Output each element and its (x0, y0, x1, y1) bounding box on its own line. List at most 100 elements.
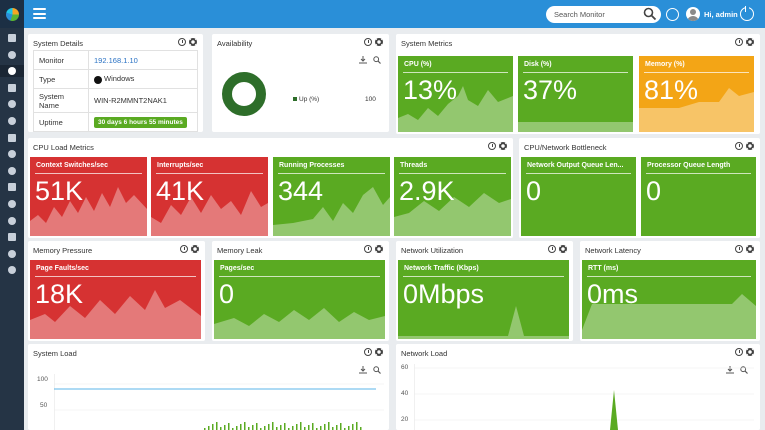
clock-icon[interactable] (735, 245, 743, 253)
clock-icon[interactable] (364, 38, 372, 46)
clock-icon[interactable] (364, 245, 372, 253)
gear-icon[interactable] (499, 142, 507, 150)
search-icon[interactable] (497, 162, 505, 170)
gear-icon[interactable] (375, 348, 383, 356)
search-icon[interactable] (555, 265, 563, 273)
detail-key: Monitor (33, 50, 89, 70)
gear-icon[interactable] (559, 245, 567, 253)
clock-icon[interactable] (178, 38, 186, 46)
tile-value: 18K (35, 279, 84, 309)
y-tick-label: 20 (401, 416, 409, 423)
context-switches-tile[interactable]: Context Switches/sec 51K (30, 157, 147, 236)
sparkline-chart (398, 86, 513, 132)
calendar-icon[interactable] (6, 215, 18, 227)
clock-icon[interactable] (364, 348, 372, 356)
gear-icon[interactable] (746, 245, 754, 253)
tile-value: 2.9K (399, 176, 455, 206)
cubes-icon[interactable] (6, 132, 18, 144)
pages-sec-tile[interactable]: Pages/sec 0 (214, 260, 385, 339)
avatar[interactable] (686, 7, 700, 21)
menu-toggle-button[interactable] (33, 8, 46, 19)
system-load-panel: System Load 100 50 (28, 344, 389, 430)
gear-icon[interactable] (189, 38, 197, 46)
zoom-icon[interactable] (373, 366, 381, 374)
network-output-queue-tile[interactable]: Network Output Queue Len... 0 (521, 157, 636, 236)
search-icon[interactable] (376, 162, 384, 170)
zoom-icon[interactable] (740, 366, 748, 374)
gear-icon[interactable] (375, 245, 383, 253)
interrupts-tile[interactable]: Interrupts/sec 41K (151, 157, 268, 236)
bell-icon[interactable] (6, 148, 18, 160)
search-icon[interactable] (622, 162, 630, 170)
flag-icon[interactable] (6, 248, 18, 260)
hamburger-icon (33, 17, 46, 19)
search-icon[interactable] (499, 61, 507, 69)
gear-icon[interactable] (746, 348, 754, 356)
processor-queue-tile[interactable]: Processor Queue Length 0 (641, 157, 756, 236)
network-load-panel: Network Load 60 40 20 (396, 344, 760, 430)
book-icon[interactable] (6, 181, 18, 193)
clock-icon[interactable] (548, 245, 556, 253)
threads-tile[interactable]: Threads 2.9K (394, 157, 511, 236)
search-icon[interactable] (619, 61, 627, 69)
clock-icon[interactable] (735, 38, 743, 46)
gear-icon[interactable] (191, 245, 199, 253)
running-processes-tile[interactable]: Running Processes 344 (273, 157, 390, 236)
tile-label: Memory (%) (645, 61, 685, 68)
network-utilization-panel: Network Utilization Network Traffic (Kbp… (396, 241, 573, 341)
bolt-icon[interactable] (6, 198, 18, 210)
download-icon[interactable] (359, 366, 367, 374)
search-input[interactable] (546, 6, 661, 23)
page-faults-tile[interactable]: Page Faults/sec 18K (30, 260, 201, 339)
gear-icon[interactable] (375, 38, 383, 46)
panel-title: Availability (217, 39, 253, 48)
app-logo[interactable] (0, 0, 24, 28)
monitor-icon[interactable] (6, 98, 18, 110)
megaphone-icon[interactable] (6, 115, 18, 127)
table-row: Monitor 192.168.1.10 (33, 50, 198, 70)
clock-icon[interactable] (488, 142, 496, 150)
clock-icon[interactable] (180, 245, 188, 253)
y-tick-label: 40 (401, 390, 409, 397)
cpu-tile[interactable]: CPU (%) 13% (398, 56, 513, 132)
panel-title: Memory Leak (217, 246, 263, 255)
report-icon[interactable] (6, 231, 18, 243)
tile-label: Page Faults/sec (36, 265, 89, 272)
detail-value: WIN-R2MMNT2NAK1 (88, 88, 198, 113)
search-icon[interactable] (643, 7, 657, 21)
monitor-link[interactable]: 192.168.1.10 (94, 55, 138, 65)
search-icon[interactable] (133, 162, 141, 170)
tile-label: RTT (ms) (588, 265, 619, 272)
gear-icon[interactable] (746, 142, 754, 150)
search-icon[interactable] (254, 162, 262, 170)
search-icon[interactable] (6, 49, 18, 61)
search-icon[interactable] (187, 265, 195, 273)
tile-label: Processor Queue Length (647, 162, 731, 169)
gauge-icon[interactable] (0, 65, 24, 78)
sitemap-icon[interactable] (6, 82, 18, 94)
gear-icon[interactable] (746, 38, 754, 46)
gear-icon[interactable] (6, 264, 18, 276)
download-icon[interactable] (359, 56, 367, 64)
zoom-icon[interactable] (373, 56, 381, 64)
network-traffic-tile[interactable]: Network Traffic (Kbps) 0Mbps (398, 260, 569, 339)
search-icon[interactable] (742, 265, 750, 273)
clock-icon[interactable] (735, 142, 743, 150)
home-icon[interactable] (6, 32, 18, 44)
plug-icon[interactable] (6, 165, 18, 177)
tile-value: 0 (526, 176, 542, 206)
search-icon[interactable] (371, 265, 379, 273)
rtt-tile[interactable]: RTT (ms) 0ms (582, 260, 756, 339)
panel-title: System Details (33, 39, 84, 48)
power-icon[interactable] (740, 6, 754, 21)
disk-tile[interactable]: Disk (%) 37% (518, 56, 633, 132)
download-icon[interactable] (726, 366, 734, 374)
clock-icon[interactable] (735, 348, 743, 356)
memory-tile[interactable]: Memory (%) 81% (639, 56, 754, 132)
search-icon[interactable] (742, 162, 750, 170)
panel-title: System Load (33, 349, 77, 358)
globe-icon[interactable] (666, 8, 679, 21)
search-icon[interactable] (740, 61, 748, 69)
user-greeting[interactable]: Hi, admin (704, 10, 738, 19)
availability-panel: Availability Up (%) 100 (212, 34, 389, 132)
